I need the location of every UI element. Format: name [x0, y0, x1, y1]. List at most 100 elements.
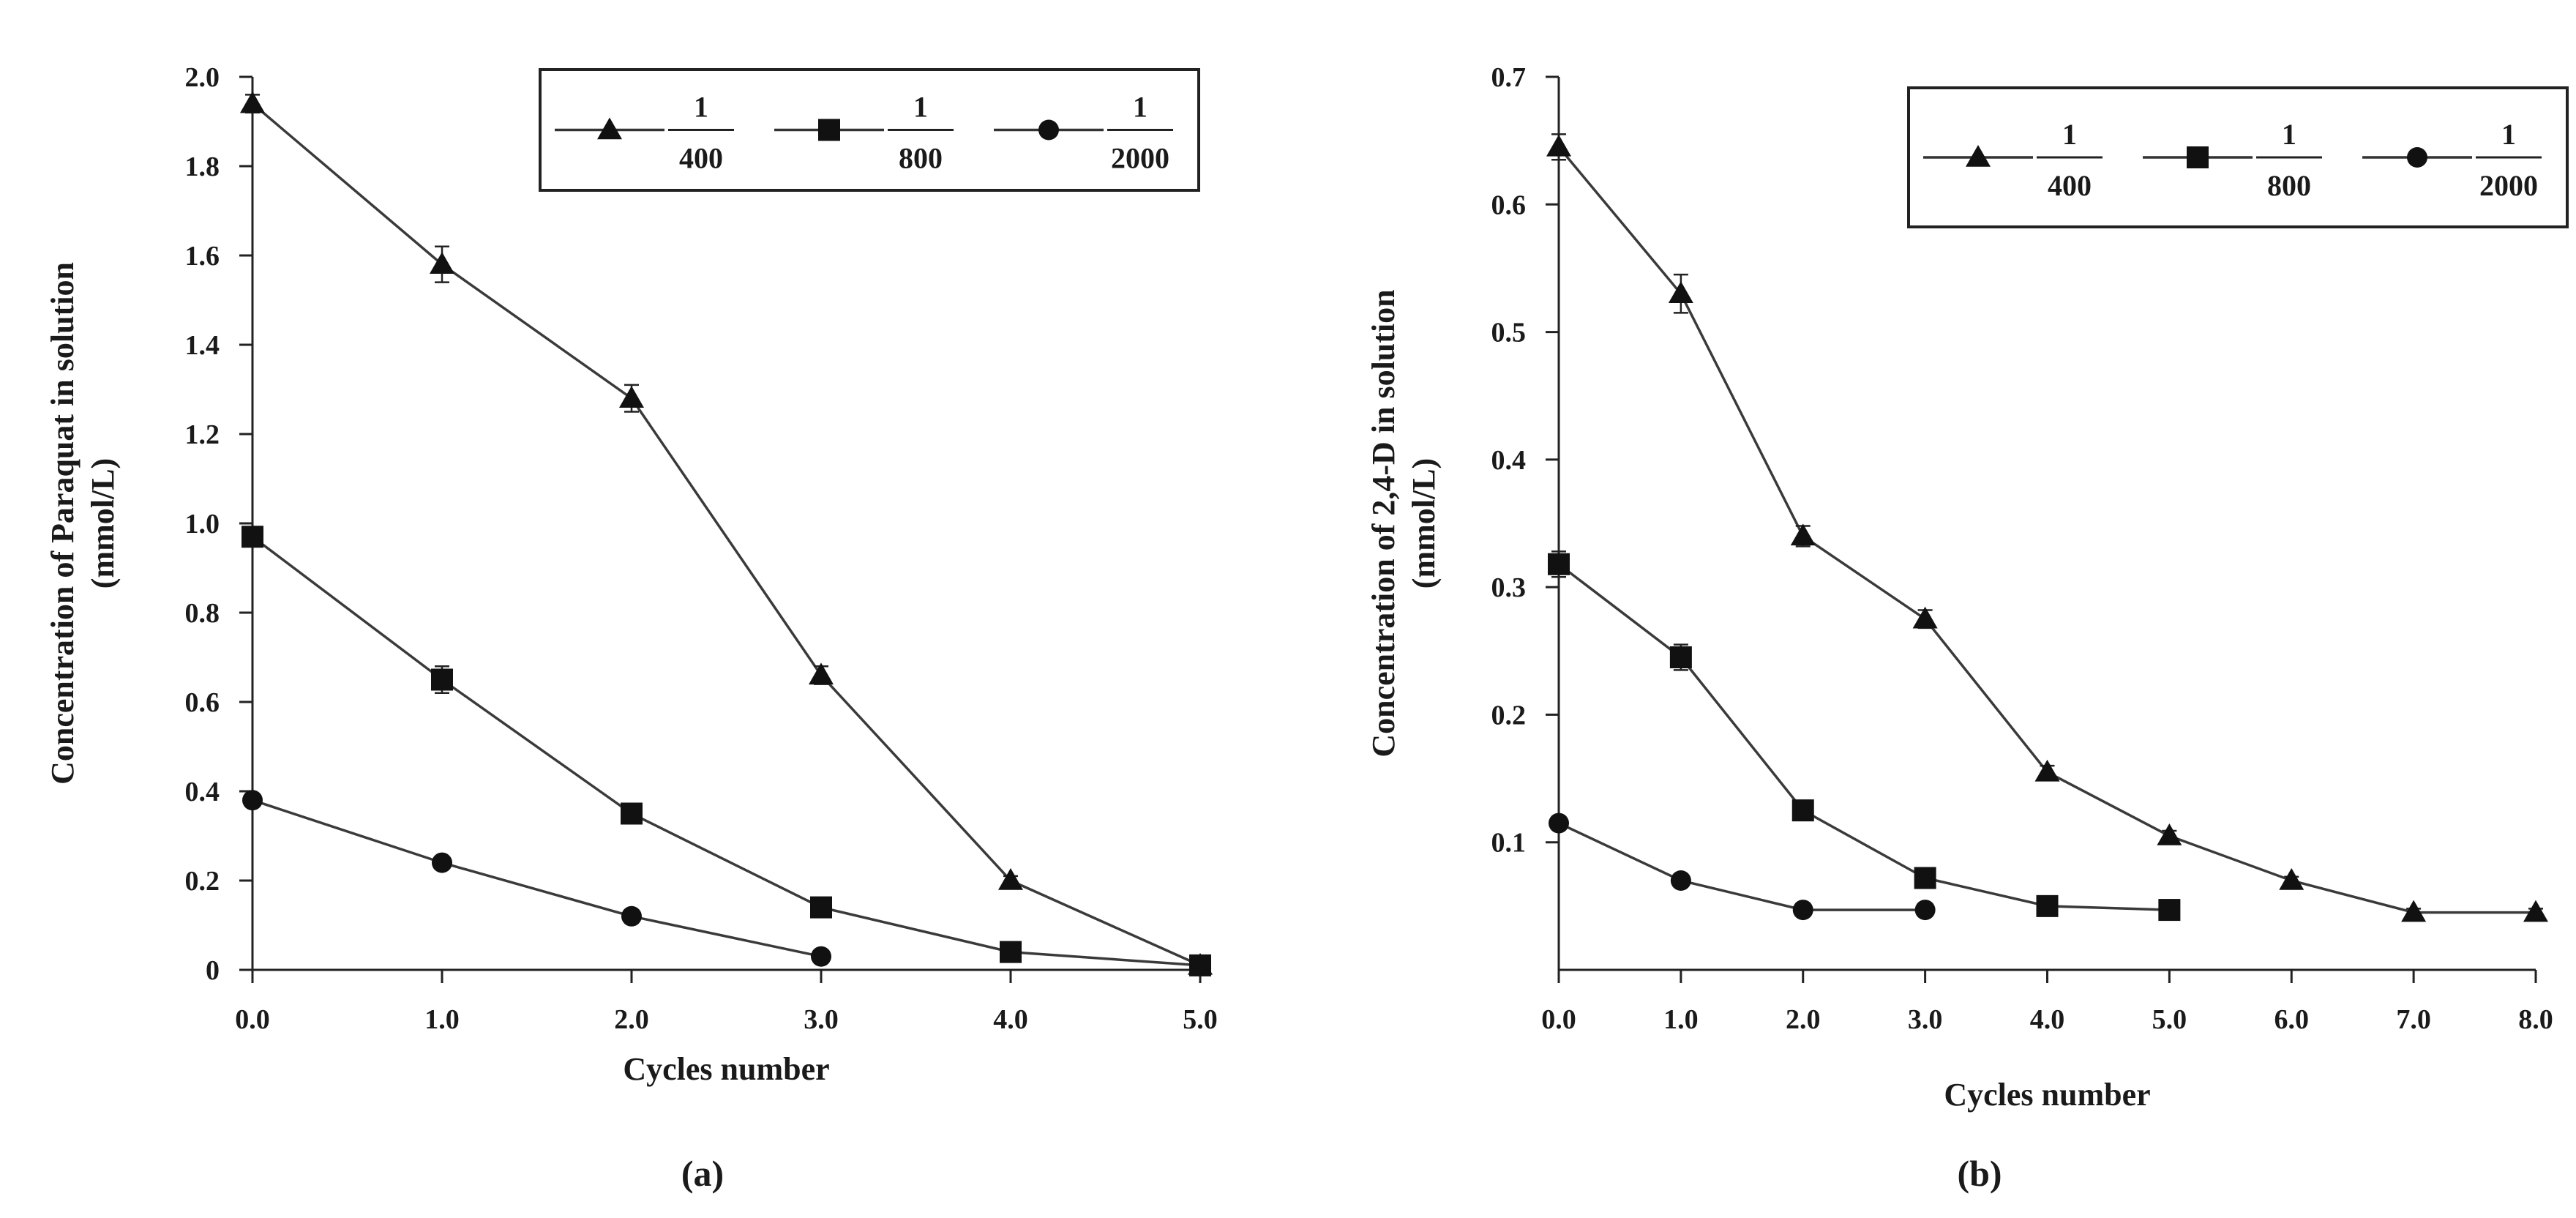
x-tick-label: 3.0: [1908, 1004, 1943, 1035]
x-tick-label: 0.0: [235, 1004, 270, 1035]
legend-marker: [2187, 146, 2209, 168]
series-square: [242, 526, 1211, 976]
x-tick-label: 5.0: [1183, 1004, 1218, 1035]
y-tick-label: 0.8: [185, 598, 220, 629]
x-tick-label: 6.0: [2274, 1004, 2310, 1035]
legend-numerator: 1: [1133, 91, 1147, 124]
chart-panel-1: 0 0.2 0.4 0.6 0.8 1.0 1.2 1.4 1.6 1.8 2.0 0.0 1.0 2.0…: [45, 62, 1218, 1194]
data-point: [810, 896, 832, 919]
x-tick-label: 4.0: [2030, 1004, 2065, 1035]
y-tick-label: 2.0: [185, 62, 220, 93]
y-tick-label: 1.8: [185, 152, 220, 182]
legend: 1 400 1 800 1 2000: [539, 68, 1200, 192]
series-square: [1548, 550, 2181, 922]
y-tick-label: 0.6: [185, 687, 220, 718]
series-circle: [242, 790, 831, 967]
data-point: [1000, 941, 1022, 963]
legend-marker: [1038, 119, 1059, 141]
x-tick-label: 2.0: [1786, 1004, 1821, 1035]
data-point: [240, 91, 265, 113]
y-tick-label: 0.4: [1491, 445, 1527, 476]
data-point: [432, 852, 452, 873]
y-axis-unit: (mmol/L): [1406, 458, 1442, 589]
data-point: [430, 252, 454, 274]
legend-denominator: 400: [679, 142, 723, 175]
panel-label: (b): [1957, 1153, 2002, 1194]
data-point: [1914, 900, 1936, 921]
chart-panel-2: 0.1 0.2 0.3 0.4 0.5 0.6 0.7 0.0 1.0 2.0 3.0 4.0 5.0 6…: [1366, 62, 2569, 1194]
data-point: [1792, 900, 1813, 921]
data-point: [1914, 867, 1936, 889]
data-point: [1549, 812, 1569, 834]
series-circle: [1549, 812, 1936, 921]
legend-numerator: 1: [694, 91, 708, 124]
legend-marker: [818, 119, 840, 141]
y-tick-label: 0.5: [1491, 318, 1527, 348]
y-axis-title: Concentration of 2,4-D in solution: [1366, 289, 1401, 757]
data-point: [431, 668, 453, 691]
legend-denominator: 800: [899, 142, 943, 175]
legend-denominator: 400: [2048, 169, 2092, 202]
data-point: [1790, 523, 1816, 546]
y-tick-label: 1.6: [185, 241, 220, 272]
y-tick-label: 1.4: [185, 330, 220, 361]
x-axis-title: Cycles number: [623, 1051, 829, 1087]
series-line: [1557, 563, 2170, 911]
y-tick-label: 0.2: [1491, 700, 1527, 731]
data-point: [1912, 606, 1938, 629]
legend-numerator: 1: [2282, 118, 2296, 151]
y-tick-label: 0.6: [1491, 190, 1527, 220]
data-point: [242, 526, 263, 548]
series-line: [251, 535, 1201, 967]
y-tick-label: 0.7: [1491, 62, 1527, 93]
data-point: [1669, 646, 1692, 668]
legend-numerator: 1: [913, 91, 928, 124]
data-point: [1546, 134, 1571, 157]
data-point: [2523, 900, 2548, 922]
x-tick-label: 8.0: [2518, 1004, 2553, 1035]
panel-label: (a): [681, 1153, 724, 1194]
data-point: [2279, 868, 2304, 890]
legend-marker: [2407, 147, 2427, 168]
series-line: [1558, 821, 1925, 911]
series-triangle: [240, 91, 1213, 975]
y-tick-label: 1.0: [185, 509, 220, 539]
y-tick-label: 0.3: [1491, 572, 1527, 603]
x-tick-label: 2.0: [614, 1004, 649, 1035]
y-tick-label: 0.1: [1491, 828, 1527, 859]
y-axis-title: Concentration of Paraquat in solution: [45, 262, 80, 785]
data-point: [1189, 954, 1211, 976]
x-tick-label: 3.0: [804, 1004, 839, 1035]
x-tick-label: 1.0: [1663, 1004, 1699, 1035]
data-point: [809, 662, 834, 685]
data-point: [2036, 894, 2059, 917]
data-point: [242, 790, 263, 811]
series-line: [251, 102, 1201, 967]
data-point: [621, 802, 643, 825]
y-tick-label: 0: [206, 955, 220, 986]
x-tick-label: 0.0: [1541, 1004, 1576, 1035]
x-axis-title: Cycles number: [1944, 1077, 2150, 1113]
legend-marker: [597, 117, 622, 140]
data-point: [811, 946, 831, 967]
legend-numerator: 1: [2062, 118, 2077, 151]
legend: 1 400 1 800 1 2000: [1907, 86, 2569, 228]
data-point: [1668, 281, 1693, 304]
legend-numerator: 1: [2501, 118, 2516, 151]
y-tick-label: 0.2: [185, 866, 220, 897]
data-point: [1791, 799, 1814, 822]
data-point: [2401, 900, 2427, 922]
legend-denominator: 2000: [1111, 142, 1169, 175]
data-point: [2034, 759, 2060, 782]
series-triangle: [1546, 133, 2548, 922]
data-point: [1670, 870, 1691, 891]
legend-marker: [1966, 145, 1991, 167]
series-line: [252, 799, 822, 958]
data-point: [621, 905, 642, 927]
series-line: [1557, 146, 2536, 914]
data-point: [2158, 899, 2181, 922]
x-tick-label: 5.0: [2152, 1004, 2187, 1035]
y-axis-unit: (mmol/L): [85, 458, 121, 589]
data-point: [2157, 823, 2182, 845]
